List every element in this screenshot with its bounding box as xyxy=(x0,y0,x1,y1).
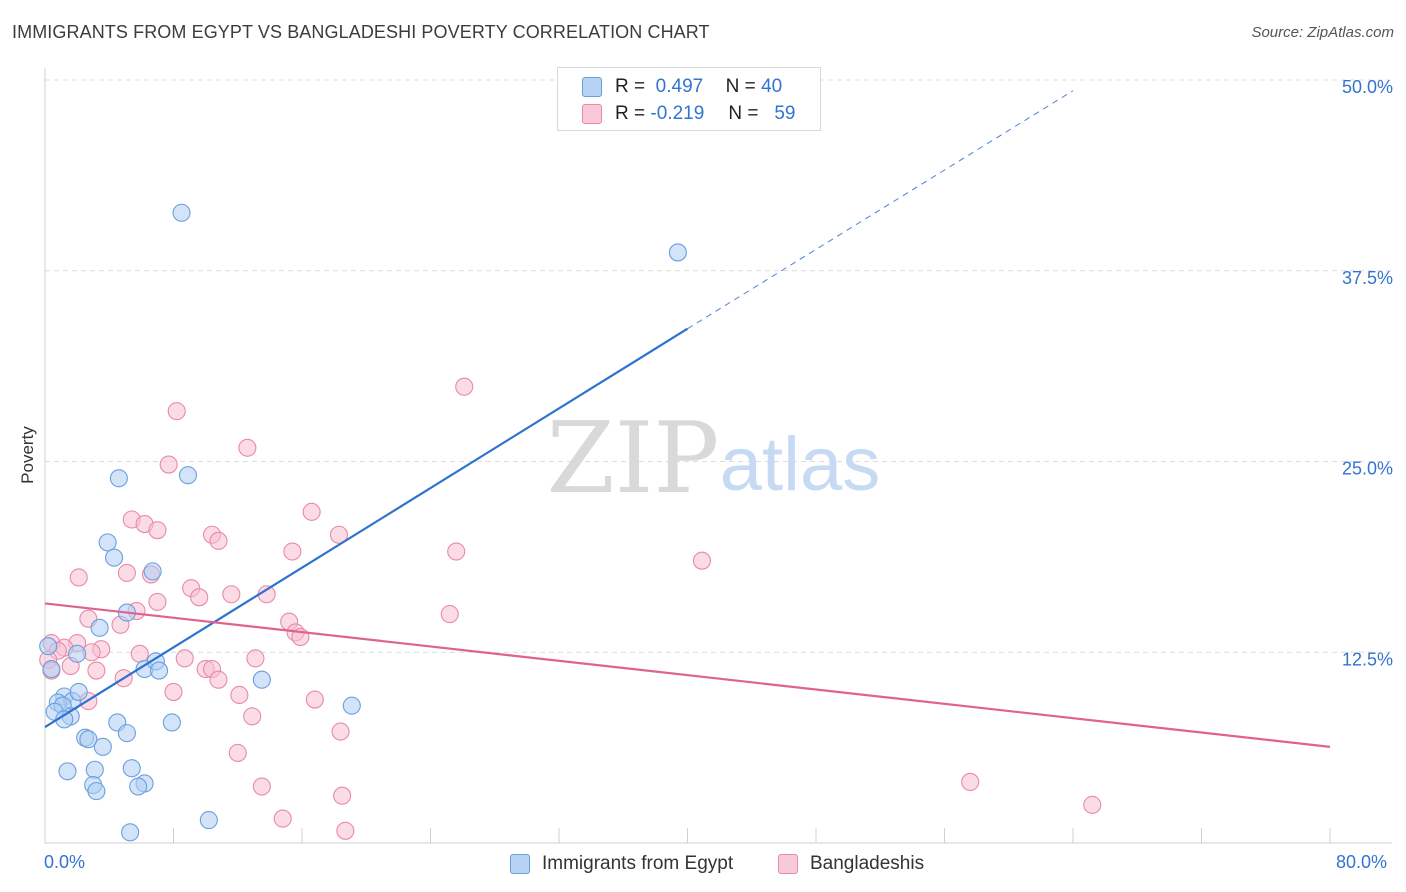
bangla-point xyxy=(209,670,228,689)
egypt-point xyxy=(79,730,98,749)
bangla-point xyxy=(148,521,167,540)
egypt-point xyxy=(109,469,128,488)
y-tick-labels: 12.5% 25.0% 37.5% 50.0% xyxy=(1342,77,1393,669)
egypt-point xyxy=(105,548,124,567)
egypt-point xyxy=(58,762,77,781)
legend-item-bangladeshis[interactable]: Bangladeshis xyxy=(778,851,924,877)
egypt-trend-line xyxy=(44,327,689,728)
chart-title: IMMIGRANTS FROM EGYPT VS BANGLADESHI POV… xyxy=(12,22,710,42)
correlation-legend: R = 0.497 N = 40 R = -0.219 N = 59 xyxy=(557,67,821,131)
y-tick-label: 50.0% xyxy=(1342,77,1393,97)
y-tick-label: 37.5% xyxy=(1342,268,1393,288)
egypt-point xyxy=(172,203,191,222)
legend-r-label: R = xyxy=(615,103,646,124)
bangla-point xyxy=(1083,795,1102,814)
bangla-point xyxy=(961,772,980,792)
legend-row-bangla: R = -0.219 N = 59 xyxy=(582,101,795,127)
legend-label-egypt: Immigrants from Egypt xyxy=(542,853,734,874)
egypt-point xyxy=(69,682,88,701)
egypt-point xyxy=(122,759,141,778)
bangla-point xyxy=(87,661,106,680)
bangla-point xyxy=(238,438,257,457)
legend-n-label: N = xyxy=(725,76,756,97)
bangla-point xyxy=(230,685,249,705)
bangla-point xyxy=(117,563,136,582)
bangla-point xyxy=(69,568,88,587)
legend-r-value-egypt: 0.497 xyxy=(655,76,704,97)
legend-r-label: R = xyxy=(615,76,646,97)
bangla-point xyxy=(228,743,247,763)
egypt-point xyxy=(39,637,58,656)
bangla-point xyxy=(175,649,194,668)
legend-n-value-egypt: 40 xyxy=(761,76,783,97)
watermark-zip: ZIP xyxy=(547,402,720,516)
egypt-point xyxy=(129,777,148,796)
egypt-point xyxy=(149,661,169,680)
egypt-trend-extension xyxy=(687,90,1074,330)
bangla-point xyxy=(692,551,712,570)
bangla-point xyxy=(333,786,352,805)
x-tick-label-min: 0.0% xyxy=(44,852,86,872)
bangla-point xyxy=(336,821,355,840)
bangla-point xyxy=(159,455,178,474)
egypt-point xyxy=(87,782,106,801)
grid-lines xyxy=(45,79,1392,653)
bangla-point xyxy=(329,525,348,544)
egypt-legend-swatch xyxy=(510,854,530,874)
egypt-point xyxy=(143,562,162,581)
trend-lines xyxy=(44,90,1331,748)
y-tick-label: 12.5% xyxy=(1342,649,1393,669)
bangla-point xyxy=(167,402,186,421)
bangla-point xyxy=(302,502,321,521)
legend-row-egypt: R = 0.497 N = 40 xyxy=(582,74,782,100)
legend-r-value-bangla: -0.219 xyxy=(650,103,705,124)
egypt-point xyxy=(42,659,61,679)
bangla-point xyxy=(455,377,474,396)
y-tick-label: 25.0% xyxy=(1342,459,1393,479)
bangla-point xyxy=(440,605,459,624)
bangla-point xyxy=(273,809,292,828)
egypt-point xyxy=(178,466,198,485)
bangla-point xyxy=(252,777,271,796)
bangla-point xyxy=(447,542,466,561)
egypt-point xyxy=(252,670,271,689)
x-tick-label-max: 80.0% xyxy=(1336,852,1388,872)
bangla-point xyxy=(331,722,350,741)
bangla-point xyxy=(190,588,209,607)
bangla-point xyxy=(243,707,262,726)
bangla-point xyxy=(222,585,241,604)
egypt-point xyxy=(199,811,218,830)
bangla-point xyxy=(148,592,167,611)
egypt-point xyxy=(85,760,104,779)
legend-label-bangladeshis: Bangladeshis xyxy=(810,853,925,874)
egypt-point xyxy=(90,618,109,637)
bangla-trend-line xyxy=(44,602,1331,748)
legend-n-label: N = xyxy=(728,103,759,124)
egypt-point xyxy=(121,823,140,842)
egypt-point xyxy=(668,243,687,262)
bangla-point xyxy=(130,644,149,663)
legend-item-egypt[interactable]: Immigrants from Egypt xyxy=(510,851,733,877)
bangla-point xyxy=(283,542,302,561)
bangla-legend-swatch xyxy=(778,854,798,874)
egypt-point xyxy=(342,696,361,715)
egypt-point xyxy=(162,713,181,732)
source-label: Source: ZipAtlas.com xyxy=(1251,24,1394,41)
egypt-point xyxy=(117,724,136,743)
bangla-point xyxy=(164,682,183,701)
egypt-swatch xyxy=(582,77,602,97)
bangla-point xyxy=(246,649,265,668)
bangla-point xyxy=(305,690,324,709)
bangla-point xyxy=(209,531,228,550)
egypt-point xyxy=(98,533,117,552)
legend-n-value-bangla: 59 xyxy=(774,103,796,124)
axes xyxy=(44,68,1392,844)
egypt-point xyxy=(68,644,87,663)
bangla-swatch xyxy=(582,104,602,124)
watermark-atlas: atlas xyxy=(720,422,881,507)
egypt-point xyxy=(93,737,112,756)
